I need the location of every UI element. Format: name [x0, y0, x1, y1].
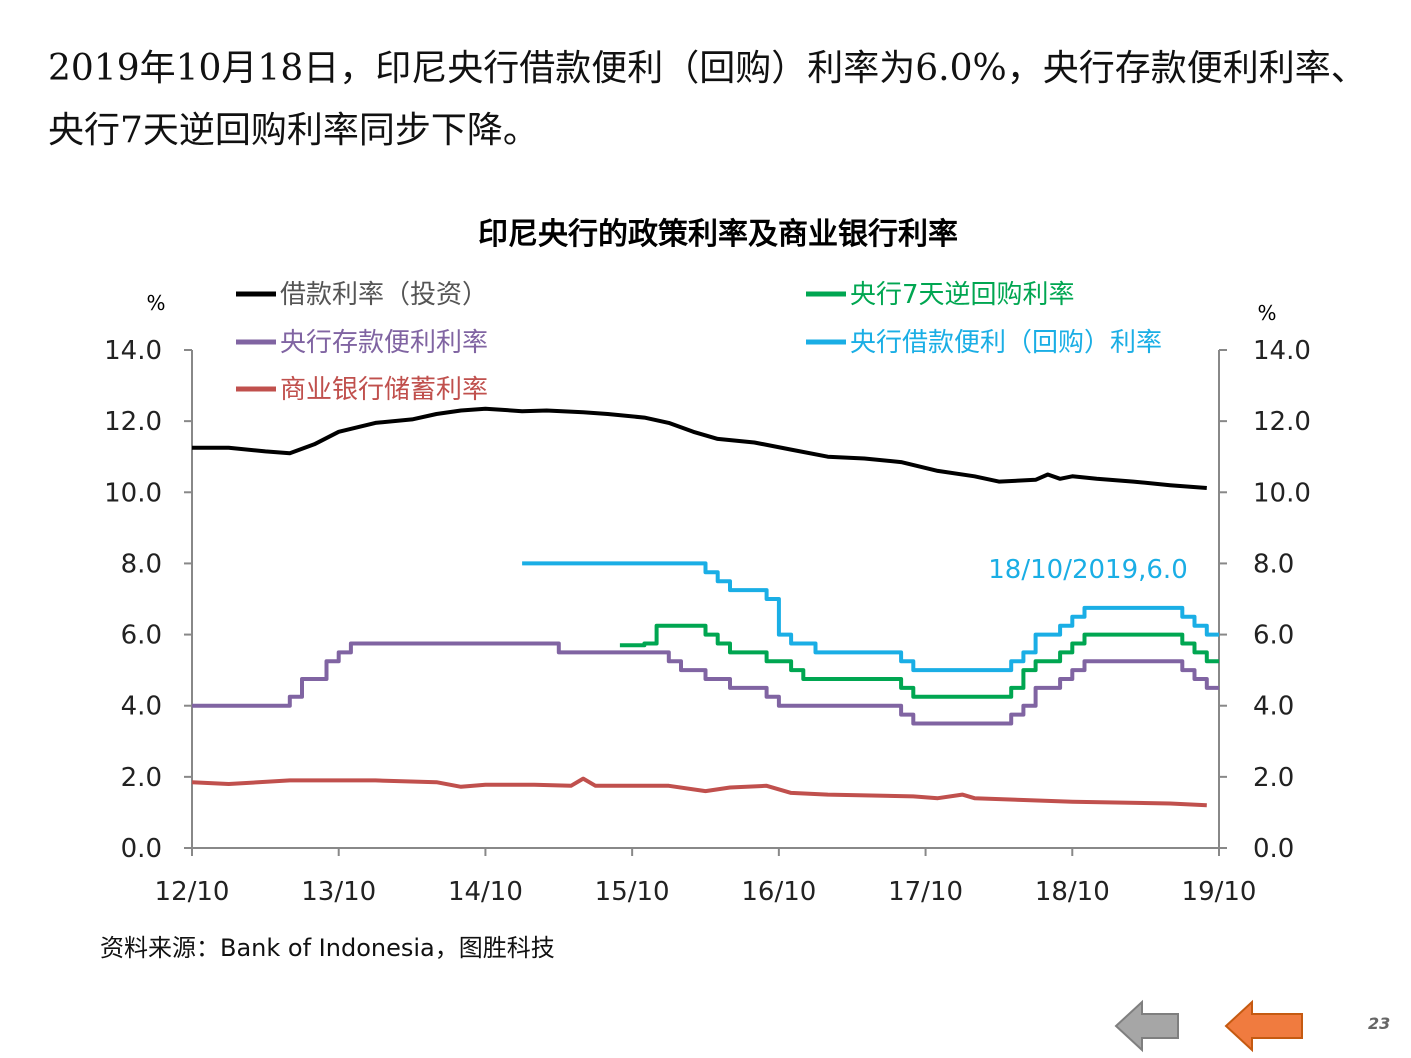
y-tick-label-left: 0.0: [121, 834, 162, 864]
legend-label: 央行存款便利利率: [280, 328, 488, 358]
series-layer: [191, 406, 1219, 808]
source-note: 资料来源：Bank of Indonesia，图胜科技: [100, 934, 555, 962]
x-tick-label: 19/10: [1182, 877, 1257, 907]
y-axis-label-right: %: [1257, 301, 1276, 325]
legend-label: 商业银行储蓄利率: [280, 375, 488, 405]
y-tick-label-right: 14.0: [1253, 336, 1311, 366]
y-tick-label-left: 6.0: [121, 621, 162, 651]
y-tick-label-right: 6.0: [1253, 621, 1294, 651]
legend-label: 借款利率（投资）: [280, 280, 488, 310]
x-tick-label: 18/10: [1035, 877, 1110, 907]
legend-label: 央行7天逆回购利率: [850, 280, 1075, 310]
y-tick-label-left: 4.0: [121, 692, 162, 722]
axes: 0.0 0.0 2.0 2.0 4.0 4.0 6.0 6.0 8.0 8.0 10.0 10.0 12…: [104, 336, 1311, 907]
left-arrow-icon: [1224, 999, 1303, 1053]
y-tick-label-right: 2.0: [1253, 763, 1294, 793]
y-tick-label-left: 10.0: [104, 478, 162, 508]
x-tick-label: 17/10: [888, 877, 963, 907]
slide-headline: 2019年10月18日，印尼央行借款便利（回购）利率为6.0%，央行存款便利利率…: [48, 48, 1367, 151]
x-tick-label: 13/10: [301, 877, 376, 907]
y-tick-label-right: 0.0: [1253, 834, 1294, 864]
y-tick-label-right: 12.0: [1253, 407, 1311, 437]
next-arrow-button[interactable]: [1222, 998, 1306, 1054]
chart-title: 印尼央行的政策利率及商业银行利率: [478, 217, 958, 252]
series-line-7day-reverse-repo: [619, 623, 1219, 699]
y-tick-label-right: 8.0: [1253, 549, 1294, 579]
y-tick-label-right: 4.0: [1253, 692, 1294, 722]
legend-label: 央行借款便利（回购）利率: [850, 328, 1162, 358]
y-tick-label-left: 2.0: [121, 763, 162, 793]
y-tick-label-right: 10.0: [1253, 478, 1311, 508]
y-axis-label-left: %: [146, 291, 165, 315]
x-tick-label: 16/10: [741, 877, 816, 907]
x-tick-label: 14/10: [448, 877, 523, 907]
left-arrow-icon: [1114, 999, 1179, 1053]
annotation-label: 18/10/2019,6.0: [988, 555, 1187, 585]
prev-arrow-button[interactable]: [1112, 998, 1182, 1054]
x-tick-label: 12/10: [155, 877, 230, 907]
series-line-savings-rate: [191, 776, 1207, 808]
y-tick-label-left: 14.0: [104, 336, 162, 366]
y-tick-label-left: 8.0: [121, 549, 162, 579]
x-tick-label: 15/10: [595, 877, 670, 907]
y-tick-label-left: 12.0: [104, 407, 162, 437]
series-line-lending-facility: [522, 561, 1219, 673]
series-line-deposit-facility: [192, 641, 1219, 726]
series-line-loan-rate: [192, 406, 1207, 490]
page-number: 23: [1368, 1014, 1391, 1033]
